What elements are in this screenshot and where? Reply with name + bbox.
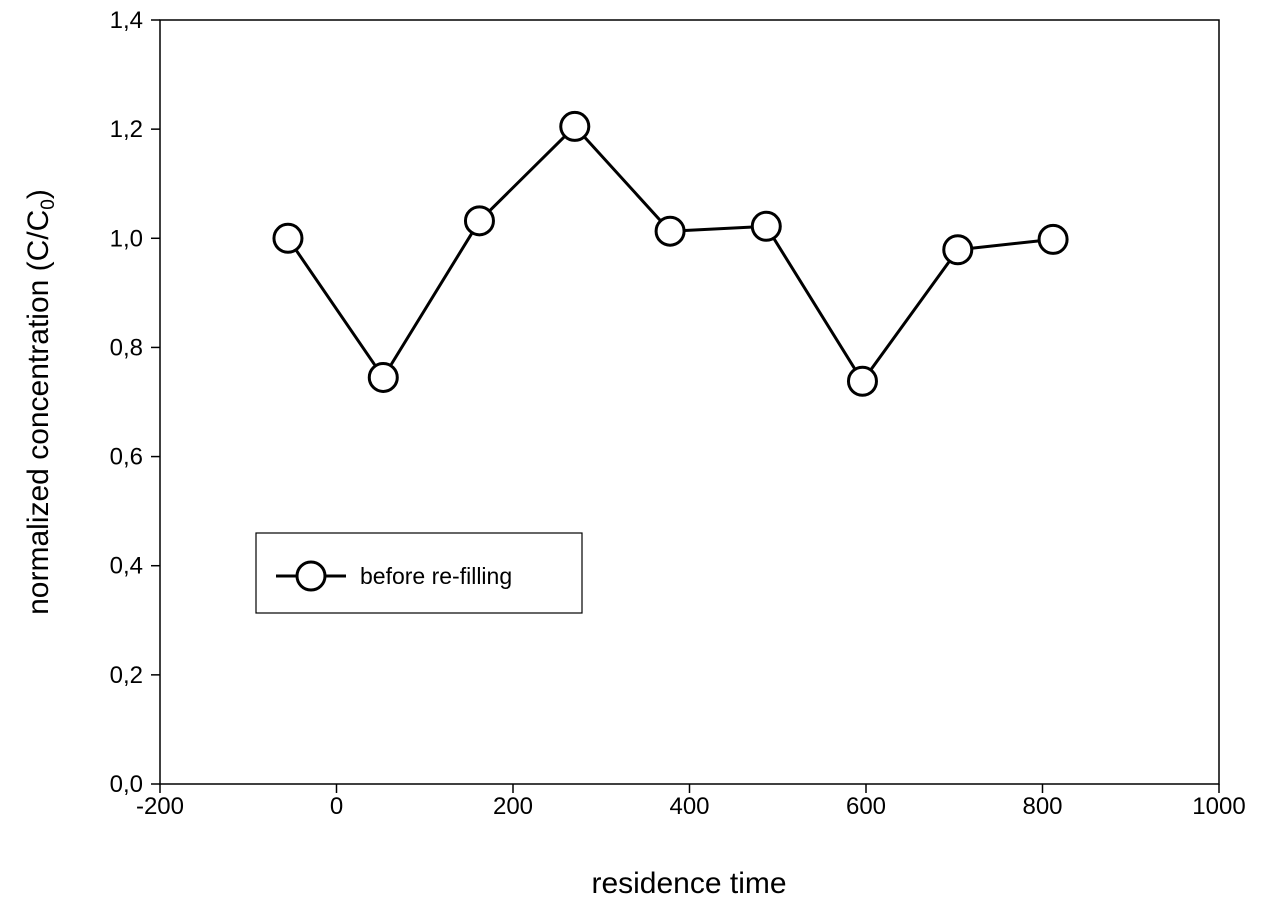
series-line [288,126,1053,381]
y-tick-label: 1,0 [110,225,143,252]
y-axis-title-close: ) [22,189,55,199]
y-axis-title: normalized concentration (C/C0) [22,189,59,615]
data-point [274,224,302,252]
data-point [944,236,972,264]
series-layer [274,112,1067,395]
y-tick-label: 0,8 [110,334,143,361]
y-axis: 0,0 0,2 0,4 0,6 0,8 1,0 1,2 1,4 [110,7,160,798]
data-point [369,363,397,391]
x-tick-label: 0 [330,793,343,820]
data-point [752,212,780,240]
y-axis-title-subscript: 0 [38,199,59,210]
y-tick-label: 1,2 [110,116,143,143]
y-tick-label: 0,6 [110,444,143,471]
legend-marker-sample [297,562,325,590]
data-point [656,217,684,245]
y-tick-label: 0,2 [110,662,143,689]
data-point [1039,225,1067,253]
x-tick-label: 400 [669,793,709,820]
x-tick-label: 800 [1022,793,1062,820]
y-tick-label: 1,4 [110,7,143,34]
data-point [465,207,493,235]
y-tick-label: 0,0 [110,771,143,798]
x-tick-label: 200 [493,793,533,820]
legend-label: before re-filling [360,563,512,589]
x-axis: -200 0 200 400 600 800 1000 [136,784,1246,820]
y-tick-label: 0,4 [110,553,143,580]
legend: before re-filling [256,533,582,613]
plot-frame [160,20,1219,784]
x-tick-label: -200 [136,793,184,820]
x-tick-label: 600 [846,793,886,820]
data-point [848,367,876,395]
data-point [561,112,589,140]
x-axis-title: residence time [591,867,786,900]
y-axis-title-main: normalized concentration (C/C [22,210,55,615]
x-tick-label: 1000 [1192,793,1245,820]
